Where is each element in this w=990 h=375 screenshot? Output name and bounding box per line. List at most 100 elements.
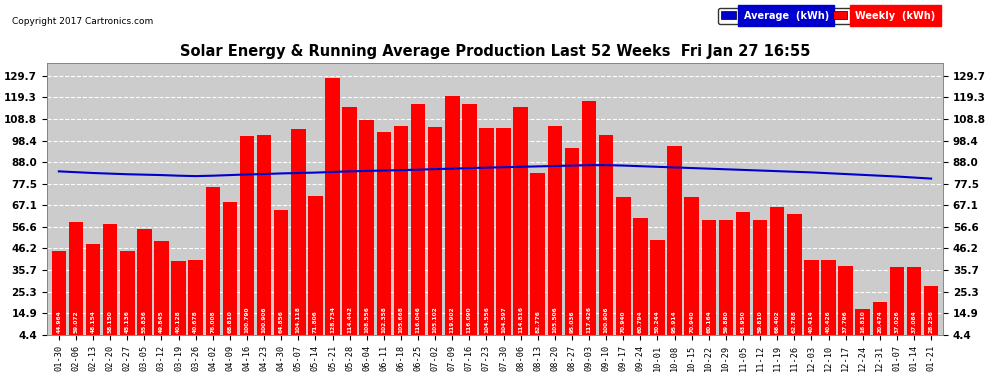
Bar xyxy=(702,220,716,344)
Bar xyxy=(120,251,135,344)
Bar xyxy=(428,127,443,344)
Text: 20.474: 20.474 xyxy=(877,310,882,333)
Text: 100.906: 100.906 xyxy=(261,306,266,333)
Bar xyxy=(343,107,356,344)
Title: Solar Energy & Running Average Production Last 52 Weeks  Fri Jan 27 16:55: Solar Energy & Running Average Productio… xyxy=(180,44,810,59)
Bar xyxy=(907,267,922,344)
Bar xyxy=(308,195,323,344)
Text: 70.940: 70.940 xyxy=(621,310,626,333)
Bar xyxy=(462,104,476,344)
Text: 82.776: 82.776 xyxy=(536,310,541,333)
Bar xyxy=(582,101,596,344)
Text: 71.806: 71.806 xyxy=(313,310,318,333)
Text: 76.008: 76.008 xyxy=(210,310,215,333)
Bar xyxy=(650,240,664,344)
Bar xyxy=(752,220,767,344)
Bar xyxy=(531,173,545,344)
Bar xyxy=(445,96,459,344)
Text: 102.358: 102.358 xyxy=(381,306,386,333)
Text: 48.154: 48.154 xyxy=(90,310,96,333)
Bar xyxy=(822,260,836,344)
Text: 50.244: 50.244 xyxy=(655,310,660,333)
Text: 116.046: 116.046 xyxy=(416,306,421,333)
Bar xyxy=(616,197,631,344)
Bar xyxy=(787,214,802,344)
Text: Copyright 2017 Cartronics.com: Copyright 2017 Cartronics.com xyxy=(12,17,153,26)
Text: 116.090: 116.090 xyxy=(467,306,472,333)
Text: 119.902: 119.902 xyxy=(449,306,454,333)
Text: 66.402: 66.402 xyxy=(775,310,780,333)
Bar xyxy=(839,266,853,344)
Text: 58.150: 58.150 xyxy=(108,310,113,333)
Text: 59.072: 59.072 xyxy=(73,310,78,333)
Bar xyxy=(171,261,186,344)
Text: 16.810: 16.810 xyxy=(860,310,865,333)
Bar xyxy=(68,222,83,344)
Bar xyxy=(154,241,168,344)
Text: 45.136: 45.136 xyxy=(125,310,130,333)
Text: 100.790: 100.790 xyxy=(245,306,249,333)
Text: 104.118: 104.118 xyxy=(296,306,301,333)
Text: 59.810: 59.810 xyxy=(757,310,762,333)
Bar xyxy=(274,210,288,344)
Bar xyxy=(86,244,100,344)
Bar xyxy=(223,202,238,344)
Bar xyxy=(634,218,647,344)
Bar xyxy=(291,129,306,344)
Text: 117.426: 117.426 xyxy=(586,306,592,333)
Bar xyxy=(240,136,254,344)
Bar xyxy=(137,228,151,344)
Bar xyxy=(411,104,426,344)
Text: 59.880: 59.880 xyxy=(724,310,729,333)
Bar xyxy=(924,285,939,344)
Text: 68.810: 68.810 xyxy=(228,310,233,333)
Bar xyxy=(51,251,66,344)
Bar xyxy=(667,146,682,344)
Text: 108.556: 108.556 xyxy=(364,306,369,333)
Bar xyxy=(479,128,494,344)
Bar xyxy=(496,128,511,344)
Text: 60.164: 60.164 xyxy=(706,310,711,333)
Bar xyxy=(599,135,614,344)
Bar xyxy=(394,126,408,344)
Bar xyxy=(103,224,118,344)
Text: 105.506: 105.506 xyxy=(552,306,557,333)
Text: 40.414: 40.414 xyxy=(809,310,814,333)
Text: 63.950: 63.950 xyxy=(741,310,745,333)
Text: 95.036: 95.036 xyxy=(569,310,574,333)
Text: 100.906: 100.906 xyxy=(604,306,609,333)
Text: 40.426: 40.426 xyxy=(826,310,831,333)
Text: 104.597: 104.597 xyxy=(501,306,506,333)
Text: 55.836: 55.836 xyxy=(142,310,147,333)
Bar xyxy=(326,78,340,344)
Text: 37.084: 37.084 xyxy=(912,310,917,333)
Text: 40.678: 40.678 xyxy=(193,310,198,333)
Text: 62.788: 62.788 xyxy=(792,310,797,333)
Bar xyxy=(719,220,734,344)
Bar xyxy=(684,197,699,344)
Text: 114.442: 114.442 xyxy=(347,306,352,333)
Bar xyxy=(855,309,870,344)
Bar xyxy=(547,126,562,344)
Bar xyxy=(872,302,887,344)
Bar xyxy=(359,120,374,344)
Text: 37.796: 37.796 xyxy=(843,310,848,333)
Text: 37.026: 37.026 xyxy=(894,310,900,333)
Legend: Average  (kWh), Weekly  (kWh): Average (kWh), Weekly (kWh) xyxy=(719,8,939,24)
Bar xyxy=(564,147,579,344)
Bar xyxy=(804,260,819,344)
Text: 95.914: 95.914 xyxy=(672,310,677,333)
Text: 114.816: 114.816 xyxy=(518,306,523,333)
Text: 49.845: 49.845 xyxy=(159,310,164,333)
Text: 105.102: 105.102 xyxy=(433,306,438,333)
Text: 60.794: 60.794 xyxy=(638,310,643,333)
Bar xyxy=(376,132,391,344)
Text: 64.856: 64.856 xyxy=(279,310,284,333)
Text: 44.964: 44.964 xyxy=(56,310,61,333)
Bar xyxy=(890,267,904,344)
Text: 104.556: 104.556 xyxy=(484,306,489,333)
Bar xyxy=(736,212,750,344)
Bar xyxy=(256,135,271,344)
Bar xyxy=(770,207,784,344)
Text: 70.940: 70.940 xyxy=(689,310,694,333)
